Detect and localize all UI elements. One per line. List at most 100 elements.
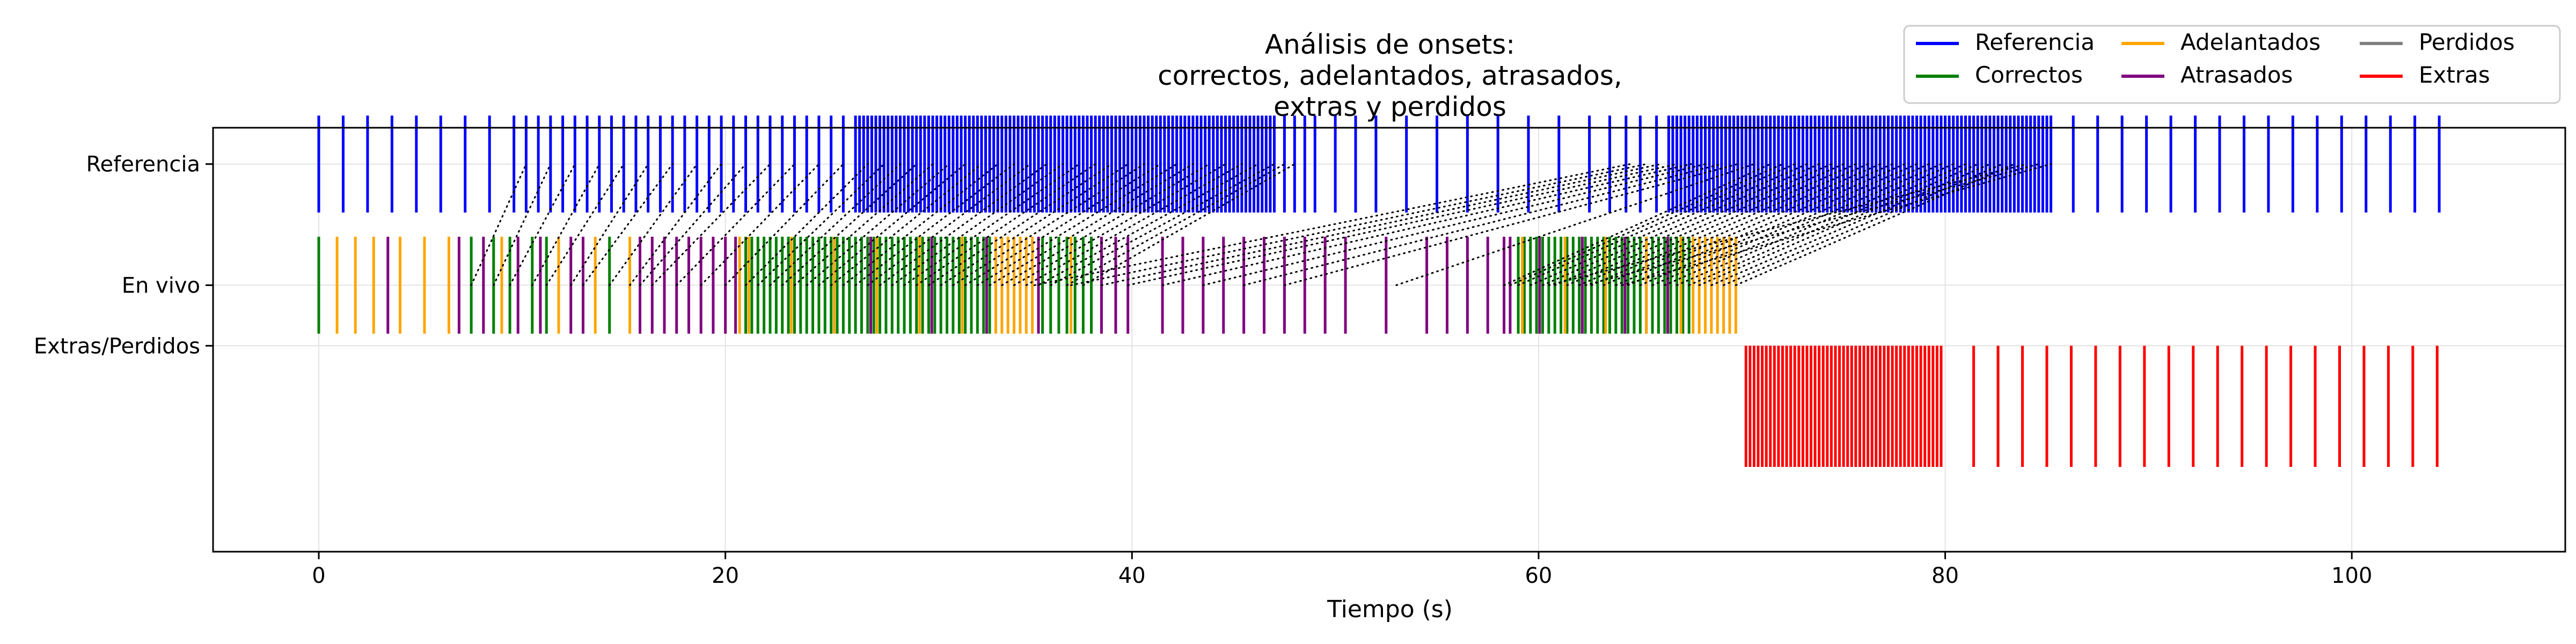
connector-line <box>1590 163 1869 286</box>
series-referencia <box>317 115 2441 213</box>
connector-line <box>781 163 918 286</box>
legend-entry: Correctos <box>1916 62 2083 88</box>
connector-line <box>927 163 1113 286</box>
connector-line <box>964 163 1161 286</box>
x-tick-label: 0 <box>312 564 325 588</box>
connector-line <box>903 163 1080 286</box>
chart-title-line: Análisis de onsets: <box>1265 29 1515 60</box>
connector-line <box>1283 163 1739 286</box>
connector-line <box>830 163 983 286</box>
connector-line <box>629 163 722 286</box>
legend-entry: Atrasados <box>2121 62 2293 88</box>
connector-line <box>745 163 869 286</box>
connector-line <box>806 163 950 286</box>
legend-label: Referencia <box>1975 29 2095 55</box>
y-tick-label: Referencia <box>86 152 200 177</box>
connector-line <box>1050 163 1275 286</box>
connector-line <box>651 163 771 286</box>
connector-line <box>1664 163 1942 286</box>
legend-label: Extras <box>2419 62 2490 88</box>
legend-label: Perdidos <box>2419 29 2515 55</box>
legend-entry: Adelantados <box>2121 29 2321 55</box>
connector-line <box>1033 163 1631 286</box>
connector-line <box>1127 163 1678 286</box>
series-layer <box>317 115 2441 467</box>
legend-label: Atrasados <box>2180 62 2293 88</box>
grid <box>213 128 2565 552</box>
connector-line <box>531 163 601 286</box>
connector-line <box>1503 163 1772 286</box>
connector-line <box>793 163 934 286</box>
x-axis: 0 20 40 60 80 100 <box>312 552 2372 588</box>
x-tick-label: 40 <box>1118 564 1146 588</box>
connector-line <box>724 163 844 286</box>
connector-line <box>757 163 885 286</box>
connector-line <box>1554 163 1832 286</box>
connector-line <box>1688 163 1966 286</box>
connector-line <box>570 163 649 286</box>
legend-entry: Referencia <box>1916 29 2095 55</box>
chart-title: Análisis de onsets: correctos, adelantad… <box>1158 29 1622 122</box>
connector-line <box>1627 163 1906 286</box>
connector-line <box>1037 163 1259 286</box>
series-extras <box>1744 346 2439 467</box>
x-axis-label: Tiempo (s) <box>1327 596 1453 623</box>
x-tick-label: 60 <box>1525 564 1552 588</box>
legend: Referencia Correctos Adelantados Atrasados P… <box>1903 25 2561 104</box>
connector-line <box>940 163 1129 286</box>
connector-line <box>1639 163 1918 286</box>
connector-line <box>493 163 552 286</box>
y-tick-label: Extras/Perdidos <box>34 334 200 358</box>
connector-line <box>1621 163 2052 286</box>
connector-line <box>818 163 967 286</box>
connector-line <box>582 163 674 286</box>
connector-line <box>1202 163 1707 286</box>
connector-line <box>1243 163 1723 286</box>
connector-line <box>470 163 527 286</box>
connector-line <box>1517 163 1796 286</box>
connector-line <box>509 163 576 286</box>
x-tick-label: 20 <box>712 564 739 588</box>
connector-line <box>879 163 1048 286</box>
legend-label: Correctos <box>1975 62 2083 88</box>
connector-line <box>545 163 625 286</box>
connector-line <box>989 163 1194 286</box>
connector-line <box>1066 163 1285 286</box>
connector-line <box>1542 163 1820 286</box>
chart-title-line: extras y perdidos <box>1274 91 1506 122</box>
connector-line <box>1723 163 2003 286</box>
plot-frame <box>212 127 2566 553</box>
connector-line <box>676 163 795 286</box>
connector-line <box>1548 163 2028 286</box>
connector-line <box>1395 163 1755 286</box>
connector-line <box>609 163 698 286</box>
connector-line <box>842 163 999 286</box>
y-tick-label: En vivo <box>122 273 200 298</box>
connector-line <box>1070 163 1648 286</box>
connector-line <box>1161 163 1692 286</box>
legend-entry: Perdidos <box>2360 29 2515 55</box>
connector-line <box>1529 163 1808 286</box>
connector-line <box>700 163 820 286</box>
connector-line <box>1710 163 1991 286</box>
connector-line <box>1602 163 1881 286</box>
legend-entry: Extras <box>2360 62 2490 88</box>
connector-line <box>1615 163 1893 286</box>
legend-label: Adelantados <box>2180 29 2321 55</box>
x-tick-label: 80 <box>1931 564 1959 588</box>
connector-layer <box>470 163 2052 286</box>
connector-line <box>976 163 1178 286</box>
connector-line <box>1509 163 1784 286</box>
connector-line <box>639 163 747 286</box>
chart-title-line: correctos, adelantados, atrasados, <box>1158 60 1622 91</box>
connector-line <box>1676 163 1955 286</box>
x-tick-label: 100 <box>2331 564 2372 588</box>
connector-line <box>1001 163 1210 286</box>
connector-line <box>1578 163 1857 286</box>
connector-line <box>1025 163 1243 286</box>
connector-line <box>952 163 1145 286</box>
connector-line <box>1584 163 2040 286</box>
connector-line <box>867 163 1031 286</box>
